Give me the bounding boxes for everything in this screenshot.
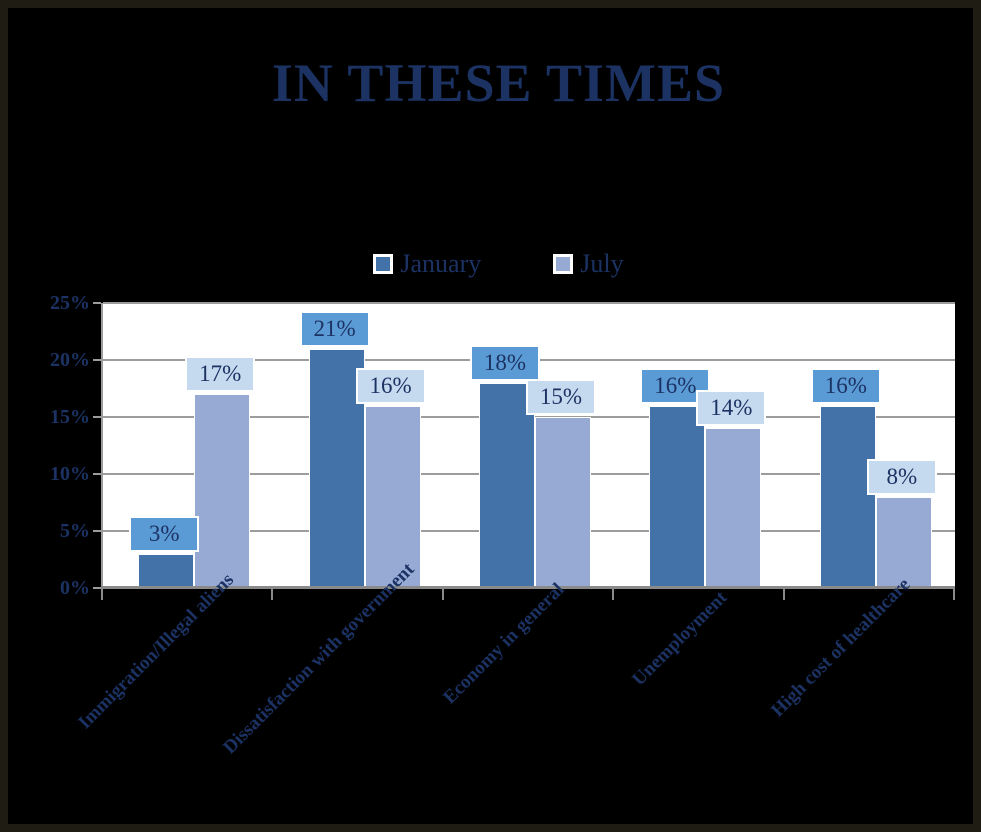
chart-legend: January July bbox=[8, 249, 973, 278]
legend-label-july: July bbox=[580, 249, 624, 278]
gridline bbox=[103, 302, 955, 304]
data-label: 3% bbox=[129, 515, 200, 552]
legend-item-july[interactable]: July bbox=[553, 249, 624, 278]
y-tick-mark bbox=[93, 416, 101, 418]
bar bbox=[479, 382, 535, 588]
data-label: 17% bbox=[185, 356, 256, 393]
bar bbox=[705, 428, 762, 588]
data-label: 8% bbox=[866, 458, 937, 495]
x-tick-mark bbox=[271, 589, 274, 600]
data-label: 15% bbox=[526, 379, 596, 415]
x-axis-line bbox=[101, 586, 955, 589]
legend-label-january: January bbox=[400, 249, 482, 278]
data-label: 16% bbox=[810, 367, 881, 404]
bar bbox=[535, 417, 591, 588]
data-label: 18% bbox=[470, 344, 540, 381]
x-tick-mark bbox=[782, 589, 785, 600]
bar bbox=[364, 405, 421, 588]
y-tick-mark bbox=[93, 302, 101, 304]
x-tick-mark bbox=[101, 589, 103, 600]
x-axis-category-label: Dissatisfaction with government bbox=[219, 558, 419, 758]
x-tick-mark bbox=[441, 589, 444, 600]
y-tick-mark bbox=[93, 587, 101, 589]
page-title: IN THESE TIMES bbox=[271, 53, 726, 113]
y-tick-mark bbox=[93, 359, 101, 361]
x-axis-category-label: Immigration/Illegal aliens bbox=[74, 569, 238, 733]
data-label: 21% bbox=[299, 310, 370, 347]
y-axis-tick-label: 25% bbox=[50, 292, 90, 314]
y-axis-tick-label: 15% bbox=[50, 406, 90, 428]
x-tick-mark bbox=[953, 589, 955, 600]
legend-item-january[interactable]: January bbox=[373, 251, 481, 277]
bar bbox=[875, 496, 932, 588]
y-tick-mark bbox=[93, 530, 101, 532]
y-axis-tick-label: 20% bbox=[50, 349, 90, 371]
bar bbox=[649, 405, 706, 588]
x-tick-mark bbox=[612, 589, 615, 600]
bar bbox=[819, 405, 876, 588]
legend-swatch-july bbox=[553, 254, 574, 274]
x-axis-category-label: Unemployment bbox=[628, 586, 732, 690]
data-label: 14% bbox=[696, 390, 767, 427]
data-label: 16% bbox=[640, 367, 711, 404]
x-axis-category-label: Economy in general bbox=[439, 579, 569, 709]
y-axis-tick-label: 0% bbox=[60, 577, 90, 599]
bar bbox=[194, 394, 251, 588]
bar bbox=[138, 553, 195, 588]
y-axis-tick-label: 5% bbox=[60, 520, 90, 542]
y-tick-mark bbox=[93, 473, 101, 475]
x-axis-category-label: High cost of healthcare bbox=[767, 574, 915, 722]
legend-swatch-january bbox=[373, 254, 394, 274]
data-label: 16% bbox=[355, 367, 426, 404]
y-axis-tick-label: 10% bbox=[50, 463, 90, 485]
